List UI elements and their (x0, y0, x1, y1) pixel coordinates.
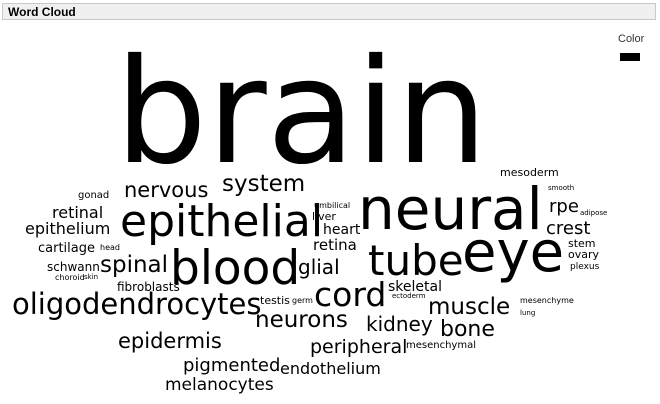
cloud-word[interactable]: neurons (255, 307, 348, 333)
legend-title: Color (618, 33, 645, 45)
cloud-word[interactable]: head (100, 243, 120, 252)
cloud-word[interactable]: lung (520, 309, 536, 317)
cloud-word[interactable]: spinal (100, 252, 169, 278)
color-legend: Color (610, 30, 654, 70)
cloud-word[interactable]: glial (298, 255, 340, 279)
cloud-word[interactable]: tube (368, 236, 464, 285)
cloud-word[interactable]: mesenchyme (520, 296, 574, 305)
cloud-word[interactable]: bone (440, 317, 495, 342)
cloud-word[interactable]: retina (313, 236, 357, 254)
cloud-word[interactable]: fibroblasts (117, 280, 180, 294)
cloud-word[interactable]: plexus (570, 262, 600, 272)
cloud-word[interactable]: oligodendrocytes (12, 287, 262, 321)
cloud-word[interactable]: system (222, 171, 306, 197)
cloud-word[interactable]: epithelial (120, 196, 324, 247)
word-cloud-canvas: brain neural eye epithelial blood tube oligode… (0, 20, 660, 404)
cloud-word[interactable]: peripheral (310, 336, 408, 358)
cloud-word[interactable]: skin (84, 273, 99, 281)
cloud-word[interactable]: brain (115, 28, 488, 197)
cloud-word[interactable]: retinal (52, 203, 104, 222)
cloud-word[interactable]: ovary (568, 248, 600, 261)
cloud-word[interactable]: umbilical (314, 201, 351, 210)
title-bar[interactable]: Word Cloud (2, 3, 656, 20)
cloud-word[interactable]: epithelium (25, 219, 111, 238)
cloud-word[interactable]: mesenchymal (406, 340, 476, 351)
cloud-word[interactable]: rpe (549, 196, 579, 217)
window-title: Word Cloud (8, 5, 76, 19)
cloud-word[interactable]: skeletal (388, 279, 442, 295)
cloud-word[interactable]: testis (260, 294, 290, 307)
cloud-word[interactable]: blood (170, 241, 301, 296)
cloud-word[interactable]: pigmented (183, 355, 281, 376)
cloud-word[interactable]: nervous (124, 178, 209, 202)
cloud-word[interactable]: cartilage (38, 241, 95, 256)
cloud-word[interactable]: mesoderm (500, 166, 559, 179)
cloud-word[interactable]: kidney (366, 312, 433, 336)
cloud-word[interactable]: germ (292, 296, 313, 305)
cloud-word[interactable]: stem (568, 237, 596, 250)
cloud-word[interactable]: adipose (580, 209, 608, 217)
cloud-word[interactable]: cord (314, 275, 387, 314)
legend-color-swatch[interactable] (620, 53, 640, 61)
cloud-word[interactable]: crest (546, 218, 591, 239)
cloud-word[interactable]: gonad (78, 190, 110, 201)
cloud-word[interactable]: muscle (428, 294, 511, 320)
cloud-word[interactable]: liver (312, 210, 336, 223)
cloud-word[interactable]: neural (358, 175, 543, 243)
cloud-word[interactable]: smooth (548, 184, 575, 192)
cloud-word[interactable]: heart (323, 222, 361, 238)
cloud-word[interactable]: eye (462, 220, 565, 285)
cloud-word[interactable]: melanocytes (165, 375, 274, 395)
cloud-word[interactable]: choroid (55, 273, 85, 282)
cloud-word[interactable]: schwann (47, 260, 100, 274)
cloud-word[interactable]: ectoderm (392, 292, 426, 300)
cloud-word[interactable]: epidermis (118, 329, 222, 353)
cloud-word[interactable]: endothelium (280, 359, 381, 378)
